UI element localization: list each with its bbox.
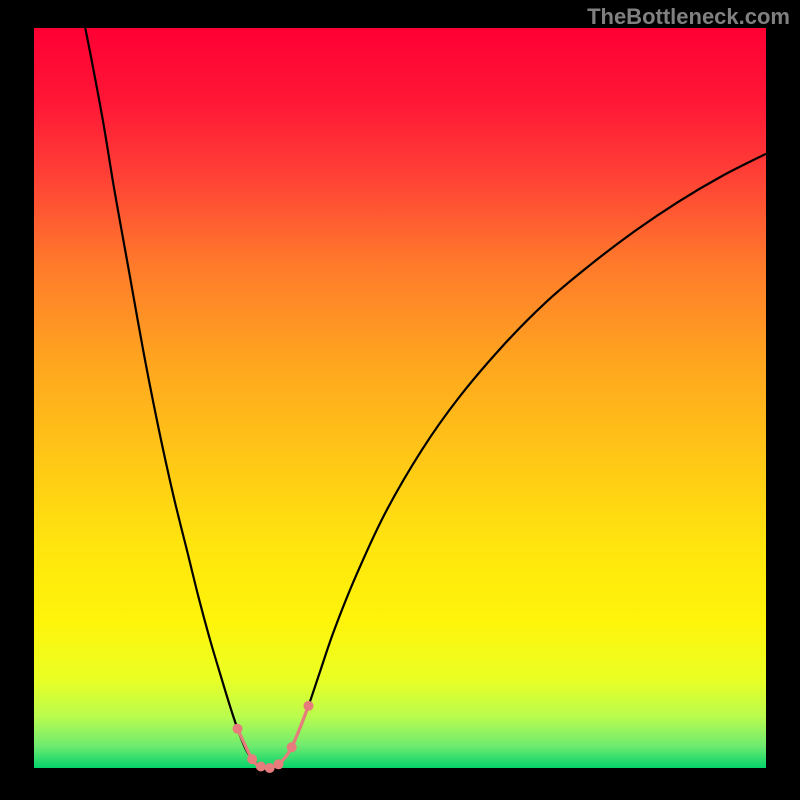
watermark-text: TheBottleneck.com	[587, 4, 790, 30]
optimal-marker	[287, 742, 297, 752]
optimal-marker	[232, 724, 242, 734]
optimal-marker	[265, 763, 275, 773]
optimal-marker	[247, 754, 257, 764]
optimal-marker	[256, 762, 266, 772]
chart-container: TheBottleneck.com	[0, 0, 800, 800]
optimal-marker	[304, 701, 314, 711]
optimal-marker	[273, 759, 283, 769]
plot-background	[34, 28, 766, 768]
bottleneck-chart	[0, 0, 800, 800]
